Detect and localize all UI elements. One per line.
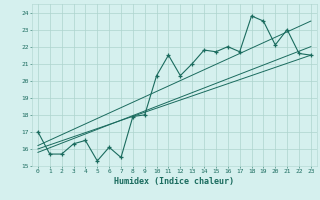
X-axis label: Humidex (Indice chaleur): Humidex (Indice chaleur) <box>115 177 234 186</box>
